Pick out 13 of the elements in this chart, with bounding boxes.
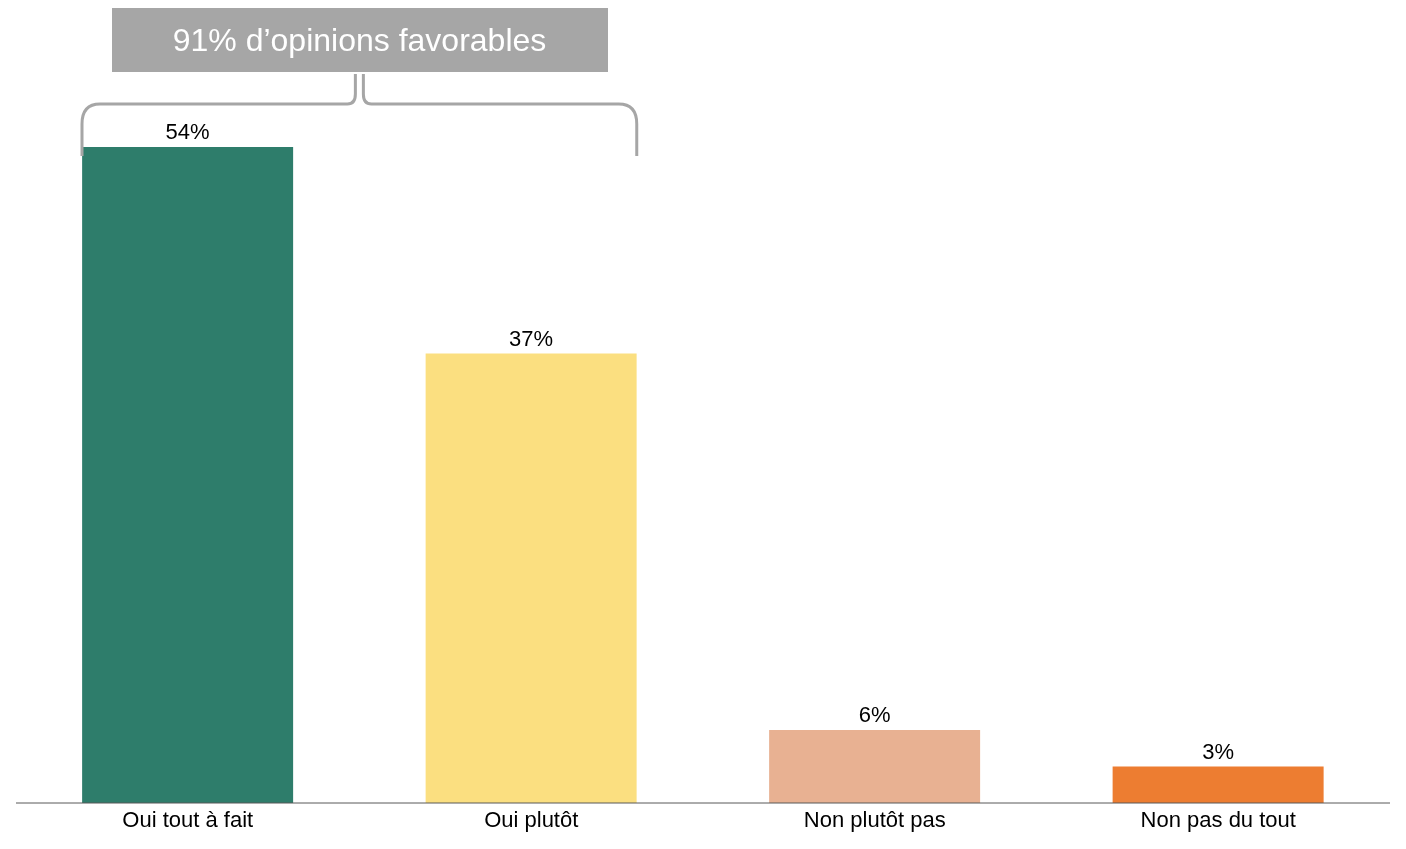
- data-label: 3%: [1202, 738, 1235, 764]
- x-tick-label: Non plutôt pas: [803, 806, 946, 832]
- text: 91% d’opinions favorables: [111, 8, 608, 72]
- x-tick-label: Oui plutôt: [484, 806, 579, 832]
- data-label: 37%: [509, 325, 554, 351]
- x-tick-label: Oui tout à fait: [122, 806, 254, 832]
- bar: [82, 147, 294, 803]
- x-tick-label: Non pas du tout: [1140, 806, 1296, 832]
- data-label: 54%: [165, 119, 210, 144]
- bar: [769, 730, 981, 803]
- bar: [1112, 766, 1324, 803]
- data-label: 6%: [858, 702, 891, 728]
- bar: [425, 353, 637, 803]
